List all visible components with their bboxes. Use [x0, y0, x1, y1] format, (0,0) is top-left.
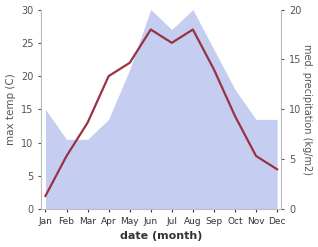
Y-axis label: med. precipitation (kg/m2): med. precipitation (kg/m2) — [302, 44, 313, 175]
X-axis label: date (month): date (month) — [120, 231, 203, 242]
Y-axis label: max temp (C): max temp (C) — [5, 74, 16, 145]
